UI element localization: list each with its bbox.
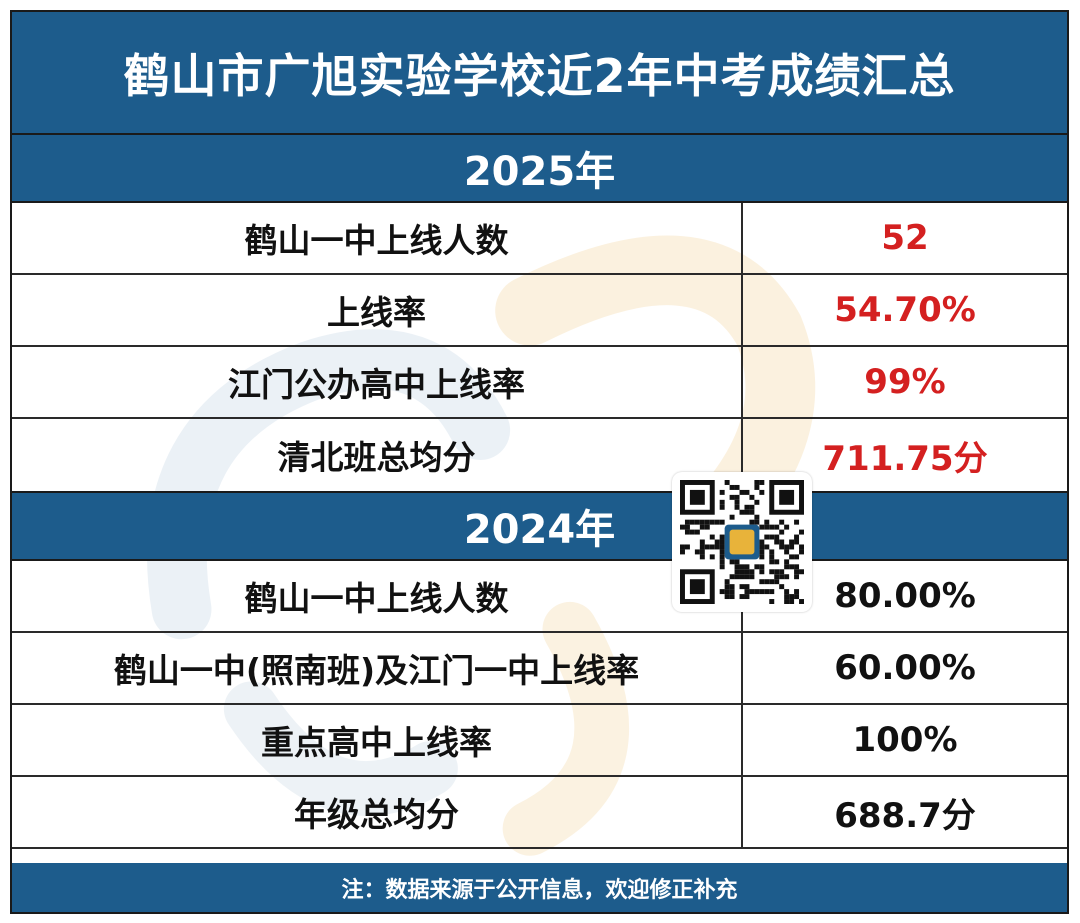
- table-row: 年级总均分 688.7分: [12, 777, 1067, 849]
- table-row: 江门公办高中上线率 99%: [12, 347, 1067, 419]
- row-label: 上线率: [12, 275, 743, 345]
- row-label: 鹤山一中上线人数: [12, 561, 743, 631]
- row-label: 鹤山一中上线人数: [12, 203, 743, 273]
- section-header-2025: 2025年: [12, 133, 1067, 203]
- table-row: 鹤山一中(照南班)及江门一中上线率 60.00%: [12, 633, 1067, 705]
- table-row: 鹤山一中上线人数 80.00%: [12, 561, 1067, 633]
- table-row: 清北班总均分 711.75分: [12, 419, 1067, 491]
- section-header-2024: 2024年: [12, 491, 1067, 561]
- row-value: 60.00%: [834, 648, 976, 688]
- row-value: 80.00%: [834, 576, 976, 616]
- row-label: 鹤山一中(照南班)及江门一中上线率: [12, 633, 743, 703]
- row-label: 清北班总均分: [12, 419, 743, 491]
- page-title: 鹤山市广旭实验学校近2年中考成绩汇总: [12, 12, 1067, 133]
- footer-note: 注：数据来源于公开信息，欢迎修正补充: [12, 863, 1067, 912]
- results-table: 鹤山市广旭实验学校近2年中考成绩汇总 2025年 鹤山一中上线人数 52 上线率…: [10, 10, 1069, 914]
- row-label: 江门公办高中上线率: [12, 347, 743, 417]
- qr-code-icon[interactable]: [672, 472, 812, 612]
- row-value: 100%: [852, 720, 958, 760]
- qr-code-graphic-icon: [680, 480, 804, 604]
- table-row: 上线率 54.70%: [12, 275, 1067, 347]
- row-value: 52: [881, 218, 929, 258]
- row-value: 99%: [864, 362, 946, 402]
- table-row: 重点高中上线率 100%: [12, 705, 1067, 777]
- row-value: 688.7分: [834, 795, 976, 836]
- row-label: 年级总均分: [12, 777, 743, 847]
- table-row: 鹤山一中上线人数 52: [12, 203, 1067, 275]
- row-value: 54.70%: [834, 290, 976, 330]
- row-label: 重点高中上线率: [12, 705, 743, 775]
- row-value: 711.75分: [822, 438, 988, 479]
